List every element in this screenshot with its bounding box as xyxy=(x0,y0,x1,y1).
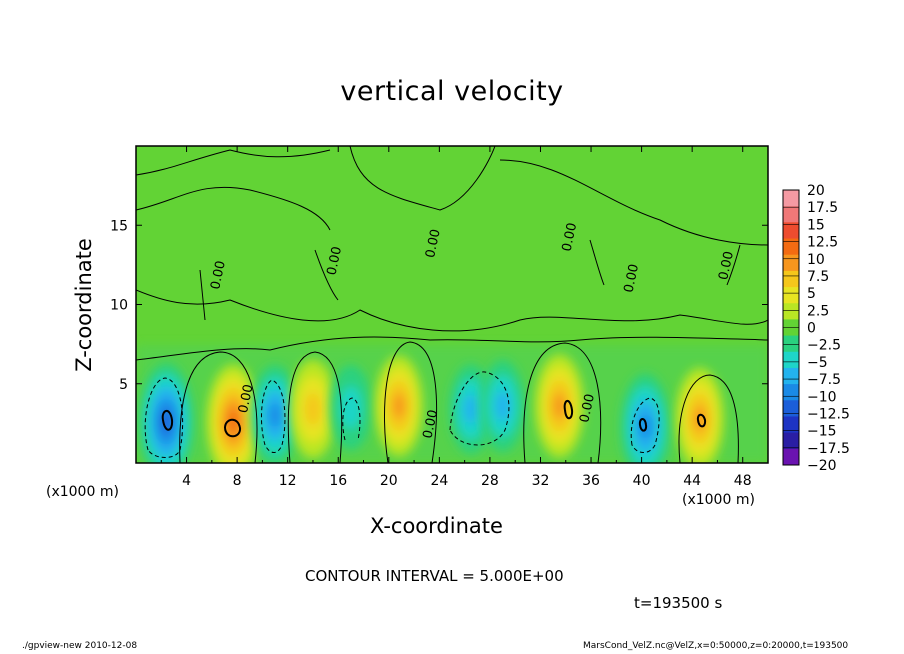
contour-label: 0.00 xyxy=(577,393,598,424)
velocity-cell xyxy=(480,359,525,453)
footer-right-text: MarsCond_VelZ.nc@VelZ,x=0:50000,z=0:2000… xyxy=(583,641,849,651)
velocity-cell xyxy=(449,364,493,455)
contour-label: 0.00 xyxy=(622,263,643,294)
y-tick-label: 10 xyxy=(110,298,128,314)
zero-contour-line xyxy=(136,186,768,332)
colorbar-swatch xyxy=(783,303,799,320)
contour-label: 0.00 xyxy=(421,409,442,440)
x-tick-label: 20 xyxy=(380,473,398,489)
colorbar-label: −10 xyxy=(807,389,837,405)
velocity-cell xyxy=(206,364,261,463)
colorbar-label: −17.5 xyxy=(807,441,850,457)
x-tick-label: 40 xyxy=(633,473,651,489)
negative-contour-line xyxy=(144,371,660,458)
x-tick-label: 48 xyxy=(734,473,752,489)
velocity-cell xyxy=(139,363,194,463)
contour-label: 0.00 xyxy=(423,228,444,259)
y-axis-label: Z-coordinate xyxy=(72,238,96,372)
velocity-cell xyxy=(675,367,724,463)
colorbar-label: 12.5 xyxy=(807,235,838,251)
colorbar-swatch xyxy=(783,287,799,304)
colorbar-swatch xyxy=(783,335,799,353)
zero-contour-line xyxy=(136,336,768,361)
footer-left-text: ./gpview-new 2010-12-08 xyxy=(22,641,138,651)
contour-interval-text: CONTOUR INTERVAL = 5.000E+00 xyxy=(305,567,564,585)
colorbar-swatch xyxy=(783,254,799,272)
x-tick-label: 32 xyxy=(532,473,550,489)
x-unit-label-left: (x1000 m) xyxy=(46,484,119,500)
colorbar-label: 5 xyxy=(807,286,816,302)
cell-boundary-line xyxy=(179,341,739,463)
colorbar-swatch xyxy=(783,270,799,288)
colorbar-swatch xyxy=(783,448,799,466)
colorbar-label: 7.5 xyxy=(807,269,829,285)
colorbar-label: −12.5 xyxy=(807,406,850,422)
x-unit-label-right: (x1000 m) xyxy=(682,492,755,508)
colorbar-label: 2.5 xyxy=(807,303,829,319)
colorbar-swatch xyxy=(783,416,799,434)
colorbar-label: −15 xyxy=(807,424,837,440)
velocity-cell xyxy=(534,354,584,458)
time-text: t=193500 s xyxy=(634,594,723,612)
colorbar-swatch xyxy=(783,222,799,240)
contour-label: 0.00 xyxy=(560,221,581,252)
colorbar-label: 0 xyxy=(807,321,816,337)
x-tick-label: 24 xyxy=(430,473,448,489)
velocity-cell xyxy=(374,355,424,457)
colorbar-swatch xyxy=(783,367,799,385)
y-tick-label: 5 xyxy=(119,377,128,393)
colorbar-swatch xyxy=(783,190,799,207)
contour-label: 0.00 xyxy=(324,245,345,276)
velocity-cell xyxy=(329,364,372,451)
colorbar-label: 15 xyxy=(807,217,825,233)
x-axis-label: X-coordinate xyxy=(370,514,503,538)
x-tick-label: 28 xyxy=(481,473,499,489)
peak-contour-line xyxy=(161,400,707,438)
colorbar-label: 10 xyxy=(807,252,825,268)
contour-label: 0.00 xyxy=(236,383,257,414)
colorbar-label: −2.5 xyxy=(807,338,841,354)
x-tick-label: 8 xyxy=(233,473,242,489)
y-tick-label: 15 xyxy=(110,218,128,234)
colorbar-label: 17.5 xyxy=(807,200,838,216)
colorbar-swatch xyxy=(783,351,799,369)
x-tick-label: 44 xyxy=(683,473,701,489)
zero-contour-line xyxy=(199,239,741,321)
colorbar-swatch xyxy=(783,432,799,450)
chart-title: vertical velocity xyxy=(340,76,564,107)
velocity-cell xyxy=(289,359,337,459)
colorbar-label: −7.5 xyxy=(807,372,841,388)
plot-area: 0.00 0.00 0.00 0.00 0.00 0.00 0.00 0.00 0.00 xyxy=(136,146,768,463)
colorbar-label: −5 xyxy=(807,355,828,371)
contour-label: 0.00 xyxy=(208,260,229,291)
colorbar-swatch xyxy=(783,400,799,417)
colorbar-swatch xyxy=(783,206,799,223)
colorbar-label: 20 xyxy=(807,183,825,199)
x-tick-label: 4 xyxy=(182,473,191,489)
x-tick-label: 12 xyxy=(279,473,297,489)
zero-contour-line xyxy=(136,146,768,246)
x-tick-label: 16 xyxy=(329,473,347,489)
colorbar-swatch xyxy=(783,238,799,256)
x-tick-label: 36 xyxy=(582,473,600,489)
colorbar-swatch xyxy=(783,384,799,401)
colorbar-label: −20 xyxy=(807,458,837,474)
contour-label: 0.00 xyxy=(716,250,737,281)
